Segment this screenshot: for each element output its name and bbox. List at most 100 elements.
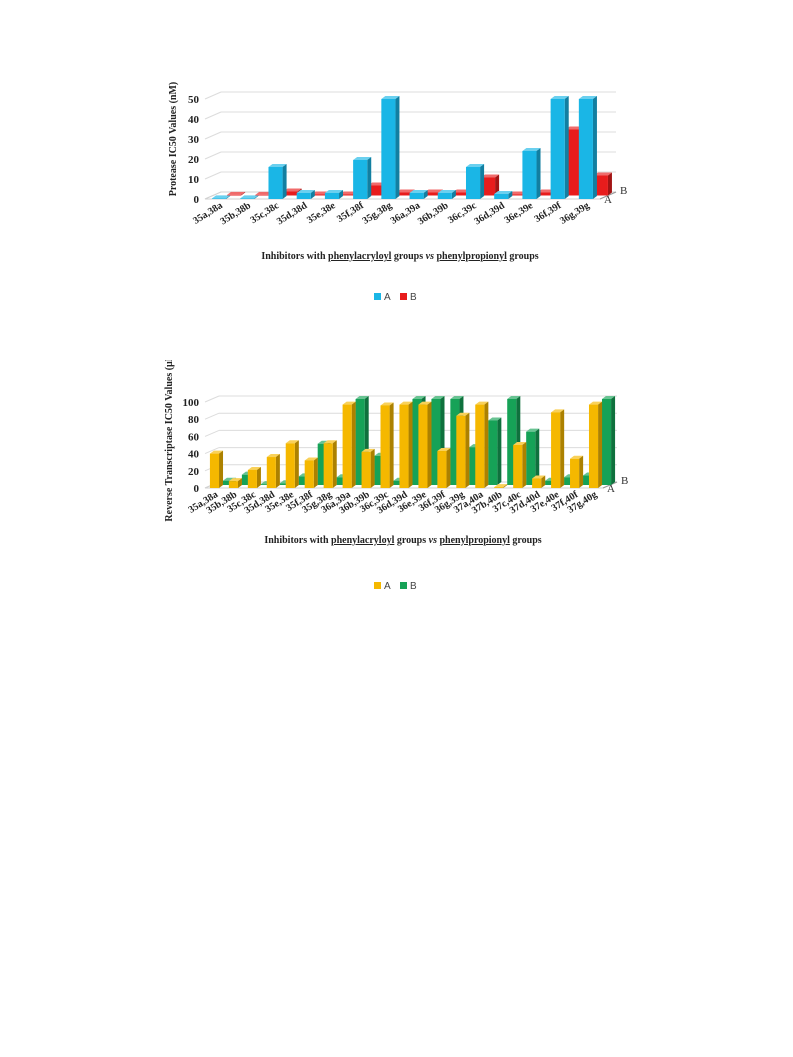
bar-front	[222, 480, 233, 485]
y-tick-label: 20	[188, 466, 200, 478]
bar-top	[456, 412, 470, 416]
bar-front	[601, 399, 612, 485]
bar-A-35a,38a	[209, 450, 224, 488]
depth-label-b: B	[620, 185, 627, 197]
y-tick-label: 0	[194, 483, 200, 495]
bar-front	[355, 399, 365, 485]
bar-A-36g,39g	[456, 412, 470, 488]
bar-front	[311, 194, 326, 196]
protease-chart: 0 10 20 30 40 50 A B 35a,38a 35b,38b 35c,38c 35d,38…	[0, 70, 793, 310]
bar-top	[227, 191, 246, 195]
x-tick-label: 35e,38e	[305, 200, 338, 226]
bar-top	[437, 190, 456, 193]
bar-A-36b,39b	[437, 190, 456, 199]
y-tick-label: 100	[183, 397, 200, 409]
bar-front	[526, 431, 536, 485]
x-axis-label-part: vs	[429, 535, 437, 546]
bar-side	[313, 457, 318, 488]
legend-label-A: A	[384, 581, 391, 592]
bar-front	[437, 193, 452, 199]
bar-A-36d,39d	[399, 401, 413, 488]
bar-top	[266, 454, 280, 458]
bar-A-37c,40c	[513, 442, 527, 488]
protease-chart-svg: 01020304050AB35a,38a35b,38b35c,38c35d,38…	[168, 82, 627, 303]
bar-top	[324, 190, 344, 193]
bar-A-35c,38c	[268, 164, 287, 199]
bar-top	[380, 402, 394, 406]
bar-top	[396, 189, 415, 193]
gridline-side	[204, 447, 220, 455]
bar-top	[228, 478, 242, 482]
depth-axis	[599, 191, 617, 200]
bar-top	[480, 174, 500, 178]
bar-A-35g,38g	[381, 96, 400, 199]
bar-top	[342, 401, 356, 405]
bar-A-36d,39d	[494, 191, 513, 199]
bar-front	[450, 399, 460, 485]
bar-side	[497, 417, 502, 485]
bar-front	[260, 484, 270, 485]
x-tick-label: 35b,38b	[219, 200, 254, 227]
bar-front	[583, 475, 593, 485]
x-axis-label-part: phenylpropionyl	[436, 251, 507, 262]
bar-front	[323, 443, 333, 488]
bar-front	[431, 399, 441, 485]
bar-A-35f,38f	[353, 157, 372, 199]
bar-front	[227, 194, 242, 196]
bar-front	[296, 193, 311, 199]
bar-A-36c,39c	[465, 164, 485, 199]
bar-front	[418, 404, 428, 488]
legend-label-A: A	[384, 292, 391, 303]
bar-top	[494, 191, 513, 194]
bar-side	[598, 401, 603, 488]
bar-front	[241, 474, 251, 485]
bar-front	[393, 480, 403, 485]
bar-top	[399, 401, 413, 405]
gridline-side	[204, 395, 220, 403]
bar-side	[389, 402, 394, 488]
bar-front	[532, 478, 542, 488]
bar-side	[351, 401, 356, 488]
x-axis-label-part: groups	[507, 251, 539, 262]
bar-side	[465, 412, 470, 488]
bar-front	[361, 451, 371, 488]
x-tick-label: 36f,39f	[533, 200, 564, 225]
bar-side	[592, 96, 597, 199]
bar-front	[509, 194, 524, 196]
bar-side	[508, 191, 513, 199]
bar-front	[551, 412, 561, 488]
bar-top	[418, 401, 432, 405]
bar-top	[361, 448, 375, 452]
bar-A-37e,40e	[551, 409, 565, 488]
bar-A-36c,39c	[380, 402, 394, 488]
reverse-transcriptase-chart-svg: 020406080100AB35a,38a35b,38b35c,38c35d,3…	[164, 360, 628, 592]
bar-top	[268, 164, 287, 167]
bar-side	[423, 190, 428, 199]
bar-front	[212, 198, 227, 199]
bar-A-35c,38c	[247, 466, 261, 488]
bar-top	[212, 195, 231, 199]
bar-side	[564, 96, 569, 199]
bar-front	[507, 399, 517, 485]
y-tick-label: 0	[194, 194, 200, 206]
depth-label-b: B	[621, 475, 628, 487]
bar-side	[254, 195, 259, 199]
bar-front	[381, 99, 396, 199]
y-tick-label: 30	[188, 134, 200, 146]
bar-side	[480, 164, 485, 199]
x-tick-label: 36a,39a	[389, 200, 422, 227]
bar-A-36b,39b	[361, 448, 375, 488]
bar-front	[399, 404, 409, 488]
bar-B-36g,39g	[593, 172, 612, 196]
bar-front	[578, 99, 593, 199]
bar-top	[450, 396, 464, 399]
bar-front	[324, 193, 340, 199]
bar-front	[522, 151, 537, 199]
bar-A-37a,40a	[475, 401, 489, 488]
bar-side	[579, 455, 584, 488]
bar-A-37d,40d	[532, 475, 546, 488]
bar-front	[368, 185, 383, 196]
bar-top	[285, 440, 299, 444]
bar-front	[465, 167, 481, 199]
x-axis-label-part: vs	[426, 251, 434, 262]
